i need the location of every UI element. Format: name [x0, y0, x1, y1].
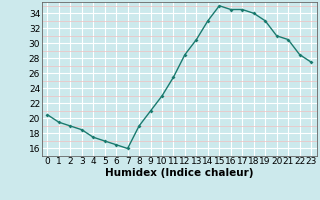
X-axis label: Humidex (Indice chaleur): Humidex (Indice chaleur) [105, 168, 253, 178]
